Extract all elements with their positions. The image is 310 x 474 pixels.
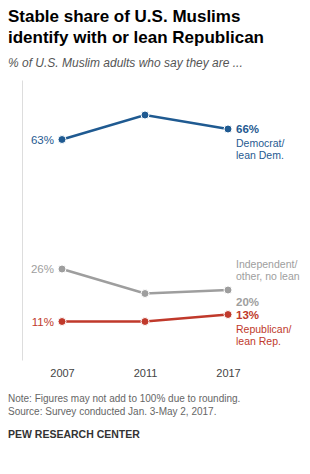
point	[141, 111, 149, 119]
x-tick: 2017	[216, 364, 240, 379]
series-name: Republican/lean Rep.	[236, 323, 292, 347]
point	[58, 136, 66, 144]
point	[224, 311, 232, 319]
note: Note: Figures may not add to 100% due to…	[8, 392, 303, 405]
series-name: Independent/other, no lean	[236, 258, 300, 282]
x-tick-label: 2017	[216, 367, 240, 379]
point	[141, 290, 149, 298]
labels: 63% 66% Democrat/lean Dem. 26% 20% Independen…	[31, 123, 300, 346]
series-name: Democrat/lean Dem.	[236, 137, 285, 161]
plot-area	[58, 111, 232, 326]
point	[141, 318, 149, 326]
data-label: 11%	[32, 316, 54, 328]
data-label: 26%	[31, 263, 54, 275]
x-tick-label: 2007	[50, 367, 74, 379]
data-label: 63%	[31, 134, 54, 146]
x-tick: 2007	[50, 364, 74, 379]
x-tick-label: 2011	[134, 367, 158, 379]
subtitle: % of U.S. Muslim adults who say they are…	[8, 56, 303, 70]
y-axis	[22, 81, 23, 361]
footer: PEW RESEARCH CENTER	[8, 428, 303, 441]
data-label: 66%	[236, 123, 259, 135]
point	[58, 318, 66, 326]
x-tick: 2011	[134, 364, 158, 379]
point	[224, 286, 232, 294]
point	[224, 125, 232, 133]
note: Source: Survey conducted Jan. 3-May 2, 2…	[8, 405, 303, 418]
point	[58, 265, 66, 273]
y-axis-line	[22, 81, 23, 361]
x-axis: 2007 2011 2017	[50, 364, 240, 379]
data-label: 13%	[236, 309, 259, 321]
title: Stable share of U.S. Muslims identify wi…	[8, 6, 298, 48]
data-label: 20%	[236, 296, 259, 308]
